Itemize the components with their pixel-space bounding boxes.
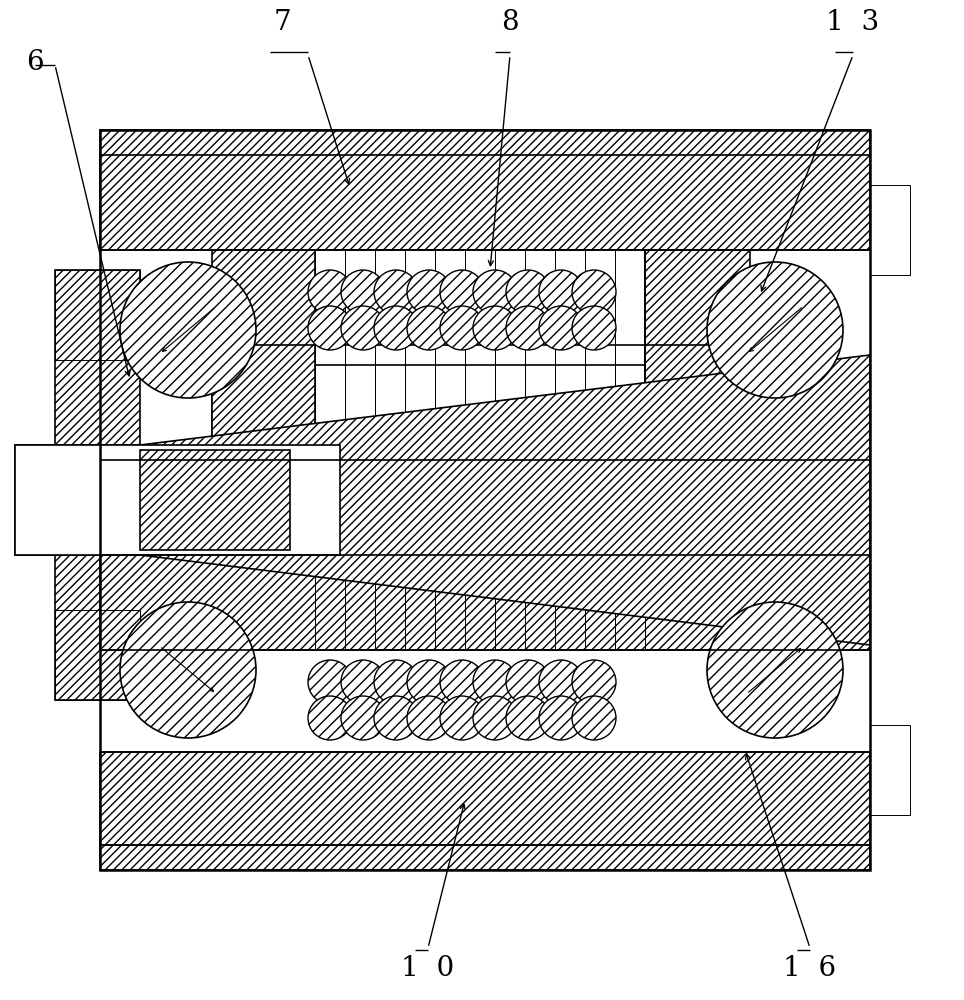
Circle shape: [539, 696, 583, 740]
Circle shape: [374, 660, 418, 704]
Circle shape: [572, 660, 616, 704]
Bar: [55, 270, 140, 360]
Circle shape: [440, 306, 484, 350]
Circle shape: [120, 602, 256, 738]
Circle shape: [506, 306, 550, 350]
Circle shape: [473, 660, 517, 704]
Circle shape: [707, 602, 843, 738]
Bar: [100, 840, 870, 870]
Bar: [100, 130, 870, 220]
Bar: [55, 270, 140, 700]
Bar: [870, 185, 910, 275]
Bar: [315, 365, 645, 460]
Circle shape: [120, 262, 256, 398]
Circle shape: [707, 262, 843, 398]
Bar: [100, 752, 870, 845]
Circle shape: [473, 696, 517, 740]
Circle shape: [440, 270, 484, 314]
Bar: [140, 450, 290, 550]
Text: 1  6: 1 6: [784, 954, 837, 982]
Circle shape: [341, 270, 385, 314]
Text: 1  0: 1 0: [401, 954, 455, 982]
Circle shape: [374, 270, 418, 314]
Circle shape: [374, 306, 418, 350]
Bar: [870, 725, 910, 815]
Circle shape: [440, 696, 484, 740]
Bar: [100, 130, 870, 870]
Circle shape: [341, 306, 385, 350]
Circle shape: [539, 270, 583, 314]
Circle shape: [539, 306, 583, 350]
Bar: [212, 250, 315, 460]
Circle shape: [308, 696, 352, 740]
Text: 7: 7: [274, 8, 292, 35]
Circle shape: [506, 270, 550, 314]
Circle shape: [440, 660, 484, 704]
Circle shape: [308, 660, 352, 704]
Circle shape: [473, 270, 517, 314]
Circle shape: [407, 696, 451, 740]
Bar: [15, 445, 170, 555]
Bar: [315, 250, 645, 460]
Circle shape: [308, 270, 352, 314]
Bar: [100, 155, 870, 250]
Circle shape: [572, 696, 616, 740]
Circle shape: [506, 696, 550, 740]
Bar: [645, 250, 750, 460]
Text: 8: 8: [501, 8, 519, 35]
Circle shape: [341, 660, 385, 704]
Polygon shape: [140, 355, 870, 645]
Text: 6: 6: [26, 48, 43, 76]
Bar: [212, 345, 315, 440]
Circle shape: [506, 660, 550, 704]
Circle shape: [407, 270, 451, 314]
Bar: [55, 610, 140, 700]
Circle shape: [407, 660, 451, 704]
Bar: [100, 555, 870, 650]
Circle shape: [341, 696, 385, 740]
Bar: [315, 345, 645, 440]
Bar: [15, 445, 340, 555]
Bar: [645, 345, 750, 440]
Circle shape: [407, 306, 451, 350]
Circle shape: [308, 306, 352, 350]
Circle shape: [572, 270, 616, 314]
Text: 1  3: 1 3: [826, 8, 879, 35]
Circle shape: [374, 696, 418, 740]
Circle shape: [473, 306, 517, 350]
Circle shape: [539, 660, 583, 704]
Circle shape: [572, 306, 616, 350]
